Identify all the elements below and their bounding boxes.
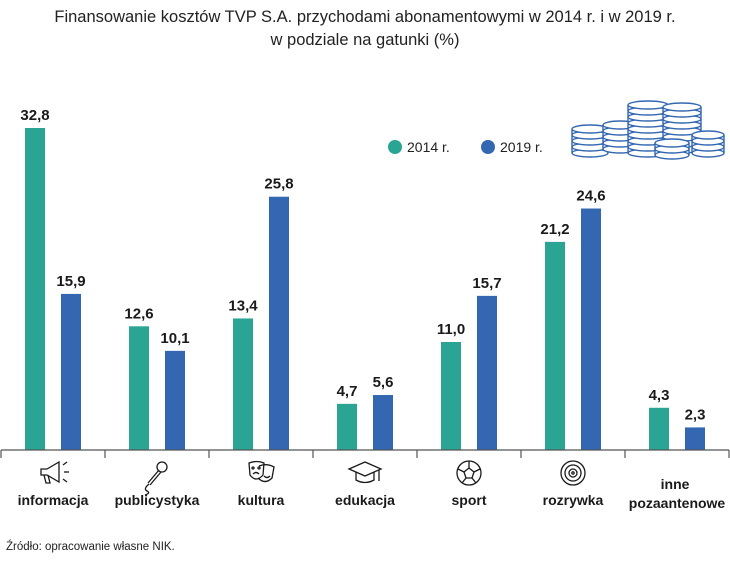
bar-sport-2014 xyxy=(441,342,461,450)
value-label-publicystyka-2019: 10,1 xyxy=(160,330,189,347)
microphone-icon xyxy=(144,461,168,496)
category-label-inne-pozaantenowe: inne pozaantenowe xyxy=(629,476,726,511)
x-axis xyxy=(0,449,730,458)
bars-layer xyxy=(25,128,705,450)
bar-rozrywka-2014 xyxy=(545,241,565,450)
bar-edukacja-2014 xyxy=(337,403,357,450)
chart-title-line-2: w podziale na gatunki (%) xyxy=(270,31,460,49)
category-label-inne-line-1: inne xyxy=(661,476,690,492)
category-label-kultura: kultura xyxy=(238,492,285,508)
bar-informacja-2014 xyxy=(25,128,45,450)
value-label-edukacja-2014: 4,7 xyxy=(337,383,358,400)
bar-inne-pozaantenowe-2014 xyxy=(649,407,669,450)
bar-kultura-2014 xyxy=(233,318,253,450)
bar-kultura-2019 xyxy=(269,196,289,450)
category-label-inne-line-2: pozaantenowe xyxy=(629,495,726,511)
value-label-sport-2019: 15,7 xyxy=(472,275,501,292)
bar-sport-2019 xyxy=(477,295,497,450)
vinyl-record-icon xyxy=(560,460,586,486)
coin xyxy=(654,138,690,148)
category-label-publicystyka: publicystyka xyxy=(115,492,200,508)
chart-title: Finansowanie kosztów TVP S.A. przychodam… xyxy=(0,6,730,52)
legend-label-2014: 2014 r. xyxy=(407,139,450,155)
chart-title-line-1: Finansowanie kosztów TVP S.A. przychodam… xyxy=(54,8,676,26)
category-label-sport: sport xyxy=(452,492,487,508)
value-label-informacja-2019: 15,9 xyxy=(56,273,85,290)
value-label-informacja-2014: 32,8 xyxy=(20,107,49,124)
category-label-edukacja: edukacja xyxy=(335,492,395,508)
value-label-sport-2014: 11,0 xyxy=(437,321,465,338)
value-label-rozrywka-2014: 21,2 xyxy=(540,221,569,238)
legend-label-2019: 2019 r. xyxy=(500,139,543,155)
value-label-inne-pozaantenowe-2014: 4,3 xyxy=(649,387,670,404)
category-label-informacja: informacja xyxy=(18,492,89,508)
coin xyxy=(662,102,702,112)
coins-icon xyxy=(571,100,725,160)
source-note: Źródło: opracowanie własne NIK. xyxy=(6,541,175,553)
value-label-kultura-2014: 13,4 xyxy=(228,297,258,314)
category-icons xyxy=(40,460,586,496)
legend-marker-2019 xyxy=(481,140,495,154)
bar-edukacja-2019 xyxy=(373,395,393,450)
bar-inne-pozaantenowe-2019 xyxy=(685,427,705,450)
coin xyxy=(627,100,669,110)
theater-masks-icon xyxy=(248,460,275,483)
category-label-rozrywka: rozrywka xyxy=(543,492,604,508)
value-label-publicystyka-2014: 12,6 xyxy=(124,305,153,322)
legend-marker-2014 xyxy=(388,140,402,154)
category-labels: informacja publicystyka kultura edukacja… xyxy=(18,476,726,511)
bar-publicystyka-2019 xyxy=(165,350,185,450)
megaphone-icon xyxy=(40,460,69,484)
bar-rozrywka-2019 xyxy=(581,208,601,450)
bar-publicystyka-2014 xyxy=(129,326,149,450)
value-label-inne-pozaantenowe-2019: 2,3 xyxy=(685,406,706,423)
bar-informacja-2019 xyxy=(61,293,81,450)
value-label-edukacja-2019: 5,6 xyxy=(373,374,394,391)
legend: 2014 r. 2019 r. xyxy=(388,139,543,155)
soccer-ball-icon xyxy=(456,460,482,486)
coin xyxy=(691,130,725,140)
value-label-rozrywka-2019: 24,6 xyxy=(576,188,605,205)
value-labels-layer: 32,8 15,9 12,6 10,1 13,4 25,8 4,7 5,6 11,0 15,7 21… xyxy=(20,107,705,423)
graduation-cap-icon xyxy=(347,461,383,484)
value-label-kultura-2019: 25,8 xyxy=(264,176,293,193)
